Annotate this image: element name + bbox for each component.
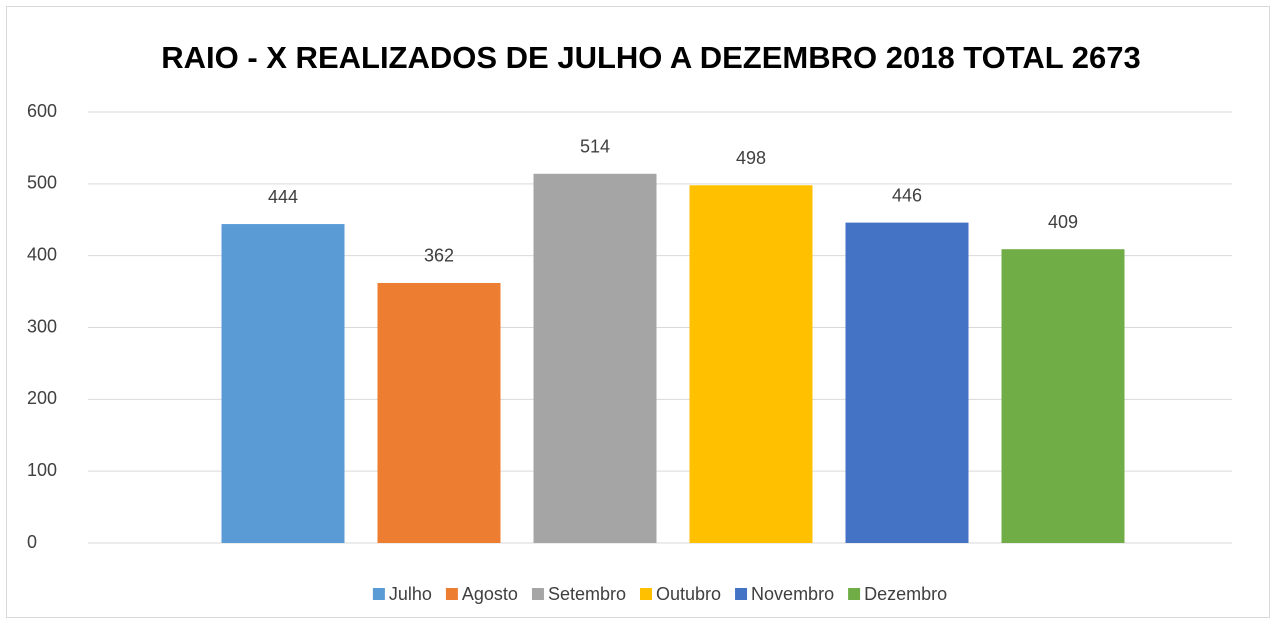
legend-swatch <box>640 588 653 600</box>
y-tick-label: 400 <box>27 244 57 264</box>
legend-label: Dezembro <box>864 584 947 604</box>
legend-label: Setembro <box>548 584 626 604</box>
data-label: 362 <box>424 246 454 266</box>
legend-swatch <box>848 588 861 600</box>
chart-title: RAIO - X REALIZADOS DE JULHO A DEZEMBRO … <box>161 40 1141 75</box>
bar <box>1001 249 1125 543</box>
data-label: 409 <box>1048 212 1078 232</box>
data-label: 444 <box>268 187 298 207</box>
bar <box>845 222 969 543</box>
y-tick-label: 500 <box>27 173 57 193</box>
legend-swatch <box>531 588 544 600</box>
y-tick-label: 200 <box>27 388 57 408</box>
y-tick-label: 0 <box>27 532 37 552</box>
bar <box>377 282 501 543</box>
y-tick-label: 100 <box>27 460 57 480</box>
y-tick-label: 600 <box>27 101 57 121</box>
data-label: 514 <box>580 137 610 157</box>
bar <box>533 173 657 543</box>
legend-label: Novembro <box>751 584 834 604</box>
legend-label: Agosto <box>462 584 518 604</box>
bar <box>689 185 813 543</box>
legend-swatch <box>372 588 385 600</box>
legend-label: Julho <box>389 584 432 604</box>
legend-label: Outubro <box>656 584 721 604</box>
legend-swatch <box>735 588 748 600</box>
data-label: 498 <box>736 148 766 168</box>
legend-swatch <box>445 588 458 600</box>
bar <box>221 224 345 543</box>
data-label: 446 <box>892 185 922 205</box>
y-tick-label: 300 <box>27 316 57 336</box>
